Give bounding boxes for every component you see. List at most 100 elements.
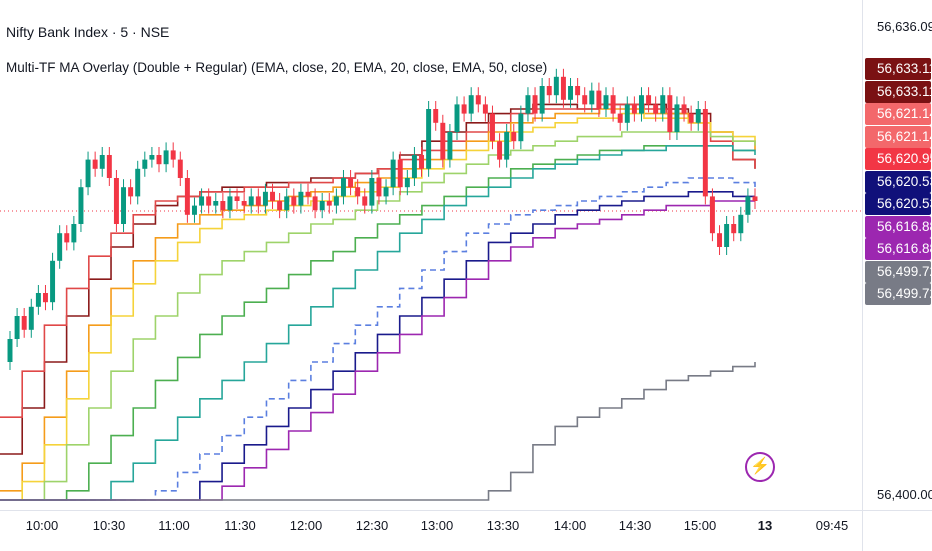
price-tag: 56,633.11 — [865, 58, 932, 80]
candle-body — [142, 159, 148, 169]
candle-body — [340, 178, 346, 197]
candle-body — [277, 201, 283, 211]
candle — [14, 308, 20, 347]
candle — [149, 147, 155, 168]
candle-body — [610, 95, 616, 114]
candle-body — [241, 201, 247, 206]
candle-body — [447, 132, 453, 160]
candle-body — [511, 132, 517, 142]
candle-body — [674, 104, 680, 132]
candle — [709, 188, 715, 242]
candle — [312, 188, 318, 219]
candle — [42, 285, 48, 311]
candle — [234, 188, 240, 209]
candle — [298, 183, 304, 214]
candle — [326, 193, 332, 214]
candle-body — [532, 95, 538, 114]
candle-body — [468, 95, 474, 114]
candle-body — [617, 113, 623, 123]
ma-line-7 — [0, 145, 756, 501]
candle — [461, 96, 467, 122]
candle-body — [681, 104, 687, 114]
candle — [284, 188, 290, 219]
symbol-legend[interactable]: Nifty Bank Index · 5 · NSE — [6, 24, 170, 40]
candle — [92, 151, 98, 177]
candle — [199, 188, 205, 214]
price-axis[interactable]: 56,636.09 56,633.11 56,633.11 56,621.14 56,… — [862, 0, 932, 510]
candle-body — [426, 109, 432, 169]
candle-body — [702, 109, 708, 197]
candle — [731, 216, 737, 242]
candle — [213, 193, 219, 214]
candle — [121, 179, 127, 232]
time-axis-label: 11:30 — [224, 518, 256, 533]
candle — [170, 142, 176, 168]
candle — [596, 82, 602, 117]
candle-body — [589, 90, 595, 105]
ma-line-9 — [0, 191, 755, 501]
candle — [163, 142, 169, 173]
price-chart-svg[interactable] — [0, 0, 862, 510]
candle-body — [298, 191, 304, 206]
candle-body — [121, 187, 127, 224]
candle-body — [170, 150, 176, 160]
candle-body — [440, 122, 446, 160]
candle-body — [71, 224, 77, 243]
candle-body — [667, 95, 673, 132]
candle — [717, 225, 723, 255]
candle-body — [213, 201, 219, 206]
candle-body — [355, 187, 361, 197]
indicator-legend[interactable]: Multi-TF MA Overlay (Double + Regular) (… — [6, 60, 548, 75]
candle-body — [475, 95, 481, 105]
candle — [142, 151, 148, 177]
candle — [333, 188, 339, 214]
candle — [305, 183, 311, 205]
price-tag: 56,620.53 — [865, 193, 932, 215]
candle-body — [752, 196, 758, 201]
price-tag: 56,499.72 — [865, 260, 932, 283]
candle — [532, 87, 538, 122]
candle — [447, 124, 453, 168]
candle — [383, 179, 389, 205]
candle-body — [582, 95, 588, 105]
candle-body — [369, 178, 375, 206]
candle — [241, 193, 247, 214]
candle — [610, 87, 616, 122]
time-axis[interactable]: 10:00 10:30 11:00 11:30 12:00 12:30 13:00 13:30… — [0, 510, 862, 551]
candle-body — [92, 159, 98, 169]
lightning-icon[interactable]: ⚡ — [745, 452, 775, 482]
candle — [631, 96, 637, 122]
candle-body — [227, 196, 233, 211]
candle — [468, 87, 474, 122]
candle-body — [553, 76, 559, 96]
candle-body — [489, 113, 495, 142]
ma-line-11 — [0, 362, 756, 501]
candle — [646, 87, 652, 113]
candle-body — [248, 196, 254, 206]
plot-area[interactable]: Nifty Bank Index · 5 · NSE Multi-TF MA O… — [0, 0, 862, 510]
candle-body — [284, 196, 290, 211]
price-tag: 56,620.53 — [865, 170, 932, 193]
candle — [511, 124, 517, 150]
candle-body — [653, 104, 659, 114]
candle — [568, 78, 574, 108]
candle — [504, 124, 510, 168]
candle — [426, 101, 432, 177]
candle — [50, 252, 56, 311]
candle — [419, 147, 425, 177]
candle — [582, 87, 588, 113]
candle-body — [454, 104, 460, 132]
axis-corner — [862, 510, 932, 551]
candle-body — [745, 196, 751, 215]
candle — [64, 225, 70, 251]
time-axis-label: 15:00 — [683, 518, 717, 533]
candle — [546, 78, 552, 104]
candle-body — [596, 90, 602, 109]
candle — [135, 160, 141, 205]
candle-body — [568, 86, 574, 100]
time-axis-label: 13:00 — [420, 518, 454, 533]
price-tag: 56,621.14 — [865, 125, 932, 148]
candle-body — [362, 196, 368, 206]
price-axis-top-label: 56,636.09 — [877, 19, 932, 34]
ma-line-5 — [0, 131, 756, 501]
